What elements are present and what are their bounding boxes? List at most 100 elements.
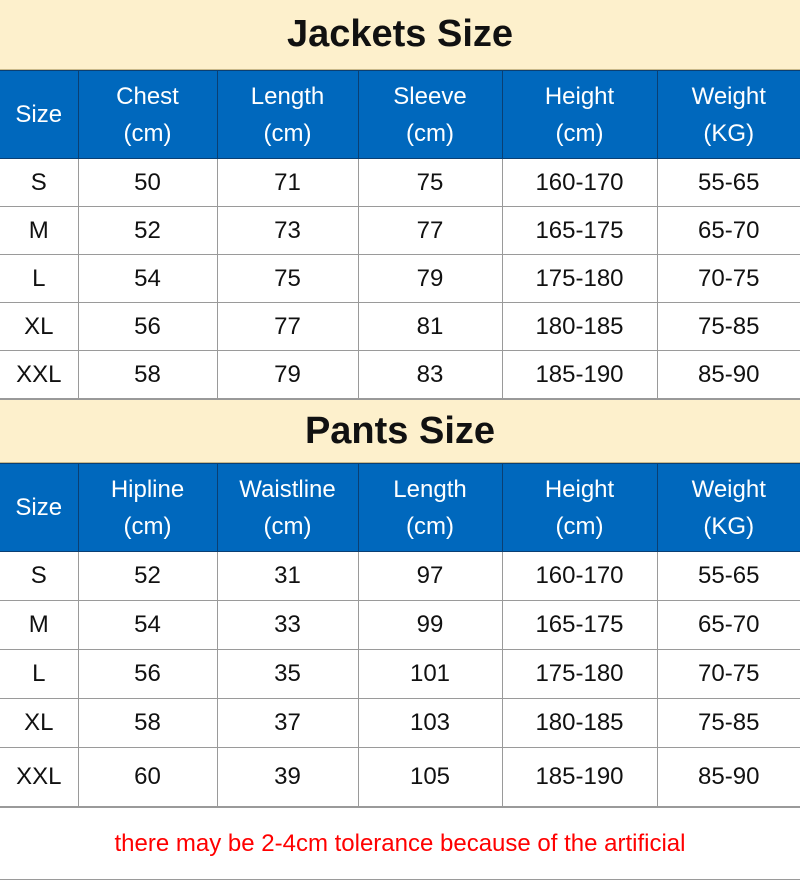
- column-unit: (cm): [218, 115, 358, 152]
- size-cell: XXL: [0, 748, 78, 807]
- table-cell: 65-70: [657, 207, 800, 255]
- column-header: Hipline(cm): [78, 464, 217, 552]
- column-label: Length: [218, 78, 358, 115]
- pants-title: Pants Size: [0, 399, 800, 463]
- table-cell: 79: [217, 351, 358, 399]
- size-cell: L: [0, 650, 78, 699]
- column-header: Size: [0, 71, 78, 159]
- table-cell: 81: [358, 303, 502, 351]
- size-cell: S: [0, 159, 78, 207]
- column-header: Waistline(cm): [217, 464, 358, 552]
- column-header: Sleeve(cm): [358, 71, 502, 159]
- table-cell: 75: [217, 255, 358, 303]
- size-cell: M: [0, 207, 78, 255]
- table-cell: 71: [217, 159, 358, 207]
- table-cell: 55-65: [657, 552, 800, 601]
- table-cell: 185-190: [502, 748, 657, 807]
- column-unit: (cm): [79, 508, 217, 545]
- size-cell: M: [0, 601, 78, 650]
- table-cell: 65-70: [657, 601, 800, 650]
- table-cell: 85-90: [657, 748, 800, 807]
- table-cell: 83: [358, 351, 502, 399]
- column-label: Waistline: [218, 471, 358, 508]
- column-unit: (cm): [503, 115, 657, 152]
- size-cell: L: [0, 255, 78, 303]
- size-cell: XL: [0, 699, 78, 748]
- table-cell: 85-90: [657, 351, 800, 399]
- table-cell: 105: [358, 748, 502, 807]
- column-label: Chest: [79, 78, 217, 115]
- table-cell: 101: [358, 650, 502, 699]
- table-cell: 58: [78, 699, 217, 748]
- table-cell: 175-180: [502, 255, 657, 303]
- table-cell: 70-75: [657, 650, 800, 699]
- table-cell: 75-85: [657, 303, 800, 351]
- column-label: Hipline: [79, 471, 217, 508]
- column-header: Weight(KG): [657, 464, 800, 552]
- table-cell: 56: [78, 303, 217, 351]
- column-label: Sleeve: [359, 78, 502, 115]
- table-cell: 175-180: [502, 650, 657, 699]
- table-cell: 77: [217, 303, 358, 351]
- column-header: Height(cm): [502, 71, 657, 159]
- table-cell: 103: [358, 699, 502, 748]
- column-label: Weight: [658, 471, 800, 508]
- column-header: Length(cm): [217, 71, 358, 159]
- jackets-title: Jackets Size: [0, 0, 800, 70]
- column-label: Size: [0, 489, 78, 526]
- column-label: Height: [503, 78, 657, 115]
- table-cell: 97: [358, 552, 502, 601]
- table-cell: 31: [217, 552, 358, 601]
- table-cell: 70-75: [657, 255, 800, 303]
- column-unit: (KG): [658, 115, 800, 152]
- column-header: Height(cm): [502, 464, 657, 552]
- table-cell: 55-65: [657, 159, 800, 207]
- column-unit: (cm): [359, 508, 502, 545]
- table-cell: 54: [78, 255, 217, 303]
- column-unit: (cm): [79, 115, 217, 152]
- table-cell: 50: [78, 159, 217, 207]
- size-cell: S: [0, 552, 78, 601]
- column-unit: (cm): [503, 508, 657, 545]
- column-unit: (cm): [218, 508, 358, 545]
- table-cell: 60: [78, 748, 217, 807]
- table-cell: 52: [78, 207, 217, 255]
- table-cell: 160-170: [502, 159, 657, 207]
- column-label: Height: [503, 471, 657, 508]
- table-cell: 75-85: [657, 699, 800, 748]
- column-header: Size: [0, 464, 78, 552]
- column-label: Length: [359, 471, 502, 508]
- table-cell: 37: [217, 699, 358, 748]
- column-header: Length(cm): [358, 464, 502, 552]
- table-cell: 33: [217, 601, 358, 650]
- table-cell: 180-185: [502, 699, 657, 748]
- column-label: Size: [0, 96, 78, 133]
- table-cell: 35: [217, 650, 358, 699]
- size-cell: XXL: [0, 351, 78, 399]
- column-unit: (cm): [359, 115, 502, 152]
- table-cell: 99: [358, 601, 502, 650]
- table-cell: 165-175: [502, 207, 657, 255]
- column-header: Weight(KG): [657, 71, 800, 159]
- table-cell: 75: [358, 159, 502, 207]
- column-header: Chest(cm): [78, 71, 217, 159]
- table-cell: 39: [217, 748, 358, 807]
- table-cell: 56: [78, 650, 217, 699]
- column-label: Weight: [658, 78, 800, 115]
- table-cell: 52: [78, 552, 217, 601]
- size-cell: XL: [0, 303, 78, 351]
- table-cell: 73: [217, 207, 358, 255]
- tolerance-note: there may be 2-4cm tolerance because of …: [0, 807, 800, 880]
- table-cell: 79: [358, 255, 502, 303]
